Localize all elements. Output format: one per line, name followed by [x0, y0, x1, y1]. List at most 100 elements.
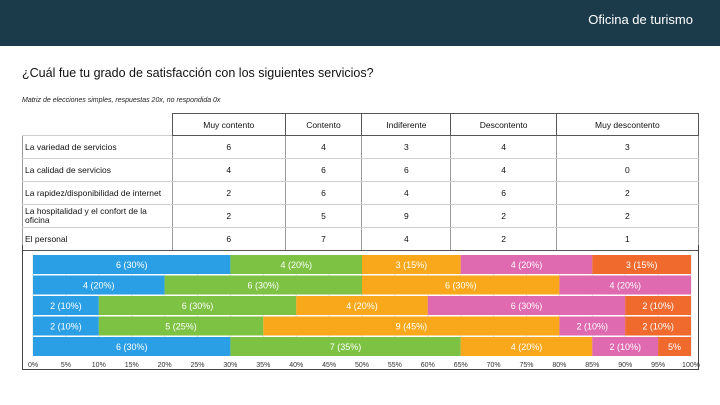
data-label: 6 (30%) — [116, 342, 148, 352]
x-tick-label: 0% — [28, 362, 38, 369]
table-row: La rapidez/disponibilidad de internet 2 … — [22, 181, 700, 205]
x-tick-label: 30% — [223, 362, 237, 369]
bar-segment — [592, 255, 691, 274]
table-cell: 2 — [172, 181, 286, 205]
data-label: 4 (20%) — [280, 260, 312, 270]
bar-segment — [559, 275, 691, 295]
x-tick-label: 100% — [682, 362, 700, 369]
table-cell: 4 — [284, 135, 363, 159]
table-row: La calidad de servicios 4 6 6 4 0 — [22, 158, 700, 182]
bar-segment — [33, 255, 231, 274]
x-tick-label: 60% — [421, 362, 435, 369]
table-cell: 2 — [450, 204, 557, 228]
data-label: 2 (10%) — [50, 322, 82, 332]
data-label: 6 (30%) — [182, 301, 214, 311]
bar-segment — [98, 316, 264, 336]
table-cell: 2 — [172, 204, 286, 228]
response-meta: Matriz de elecciones simples, respuestas… — [22, 97, 221, 104]
x-tick-label: 90% — [618, 362, 632, 369]
x-tick-label: 70% — [487, 362, 501, 369]
x-tick-label: 5% — [61, 362, 71, 369]
table-cell: 5 — [284, 204, 363, 228]
bar-segment — [460, 337, 593, 356]
data-label: 9 (45%) — [396, 322, 428, 332]
x-tick-label: 20% — [158, 362, 172, 369]
x-tick-label: 40% — [289, 362, 303, 369]
bar-segment — [625, 296, 691, 315]
table-cell: 9 — [361, 204, 452, 228]
bar-segment — [98, 296, 297, 315]
table-cell: 6 — [172, 135, 286, 159]
column-header: Indiferente — [361, 113, 452, 136]
row-label: La calidad de servicios — [22, 158, 173, 182]
table-cell: 4 — [361, 181, 452, 205]
data-label: 4 (20%) — [346, 301, 378, 311]
table-cell: 2 — [450, 227, 557, 251]
x-tick-label: 45% — [322, 362, 336, 369]
table-header-row: Muy contento Contento Indiferente Descon… — [23, 113, 700, 136]
table-cell: 3 — [555, 135, 700, 159]
data-label: 2 (10%) — [50, 301, 82, 311]
table-cell: 4 — [361, 227, 452, 251]
bar-segment — [296, 296, 428, 315]
data-label: 2 (10%) — [609, 342, 641, 352]
chart-svg: 6 (30%) 4 (20%) 3 (15%) 4 (20%) 3 (15%) 4 (20… — [28, 255, 700, 369]
row-label: La rapidez/disponibilidad de internet — [22, 181, 173, 205]
row-label: La hospitalidad y el confort de la ofici… — [22, 204, 173, 228]
bar-segment — [460, 255, 593, 274]
data-label: 6 (30%) — [248, 281, 280, 291]
table-row: La hospitalidad y el confort de la ofici… — [22, 204, 700, 228]
bar-segment — [263, 316, 560, 336]
column-header: Muy contento — [172, 113, 286, 136]
bar-segment — [164, 275, 362, 295]
bar-segment — [33, 316, 99, 336]
data-label: 7 (35%) — [330, 342, 362, 352]
data-label: 4 (20%) — [83, 281, 115, 291]
table-corner — [23, 114, 173, 136]
table-cell: 4 — [450, 135, 557, 159]
x-tick-label: 35% — [256, 362, 270, 369]
x-tick-label: 75% — [519, 362, 533, 369]
table-cell: 4 — [172, 158, 286, 182]
data-label: 3 (15%) — [396, 260, 428, 270]
row-label: El personal — [22, 227, 173, 251]
data-label: 6 (30%) — [511, 301, 543, 311]
table-cell: 4 — [450, 158, 557, 182]
data-label: 3 (15%) — [626, 260, 658, 270]
header-bar: Oficina de turismo — [0, 0, 720, 46]
data-label: 2 (10%) — [642, 301, 674, 311]
bar-segment — [362, 275, 560, 295]
bar-segment — [427, 296, 626, 315]
row-label: La variedad de servicios — [22, 135, 173, 159]
results-table: Muy contento Contento Indiferente Descon… — [22, 113, 700, 251]
bar-segment — [33, 275, 165, 295]
table-cell: 6 — [284, 158, 363, 182]
data-label: 5% — [668, 342, 681, 352]
data-label: 2 (10%) — [577, 322, 609, 332]
table-cell: 1 — [555, 227, 700, 251]
table-cell: 6 — [450, 181, 557, 205]
bar-segment — [230, 337, 461, 356]
bar-segment — [362, 255, 461, 274]
x-tick-label: 65% — [454, 362, 468, 369]
data-label: 4 (20%) — [609, 281, 641, 291]
bar-segment — [658, 337, 691, 356]
question-title: ¿Cuál fue tu grado de satisfacción con l… — [22, 66, 374, 80]
app-title: Oficina de turismo — [588, 12, 693, 27]
column-header: Muy descontento — [555, 113, 700, 136]
data-label: 4 (20%) — [511, 342, 543, 352]
column-header: Contento — [284, 113, 363, 136]
bar-segment — [230, 255, 362, 274]
table-row: El personal 6 7 4 2 1 — [22, 227, 700, 251]
table-cell: 7 — [284, 227, 363, 251]
data-label: 5 (25%) — [165, 322, 197, 332]
table-cell: 6 — [361, 158, 452, 182]
table-cell: 6 — [284, 181, 363, 205]
data-label: 6 (30%) — [445, 281, 477, 291]
data-label: 2 (10%) — [642, 322, 674, 332]
x-tick-label: 15% — [125, 362, 139, 369]
data-label: 4 (20%) — [511, 260, 543, 270]
table-cell: 0 — [555, 158, 700, 182]
bar-segment — [592, 337, 659, 356]
stacked-bar-chart: 6 (30%) 4 (20%) 3 (15%) 4 (20%) 3 (15%) 4 (20… — [22, 245, 700, 370]
